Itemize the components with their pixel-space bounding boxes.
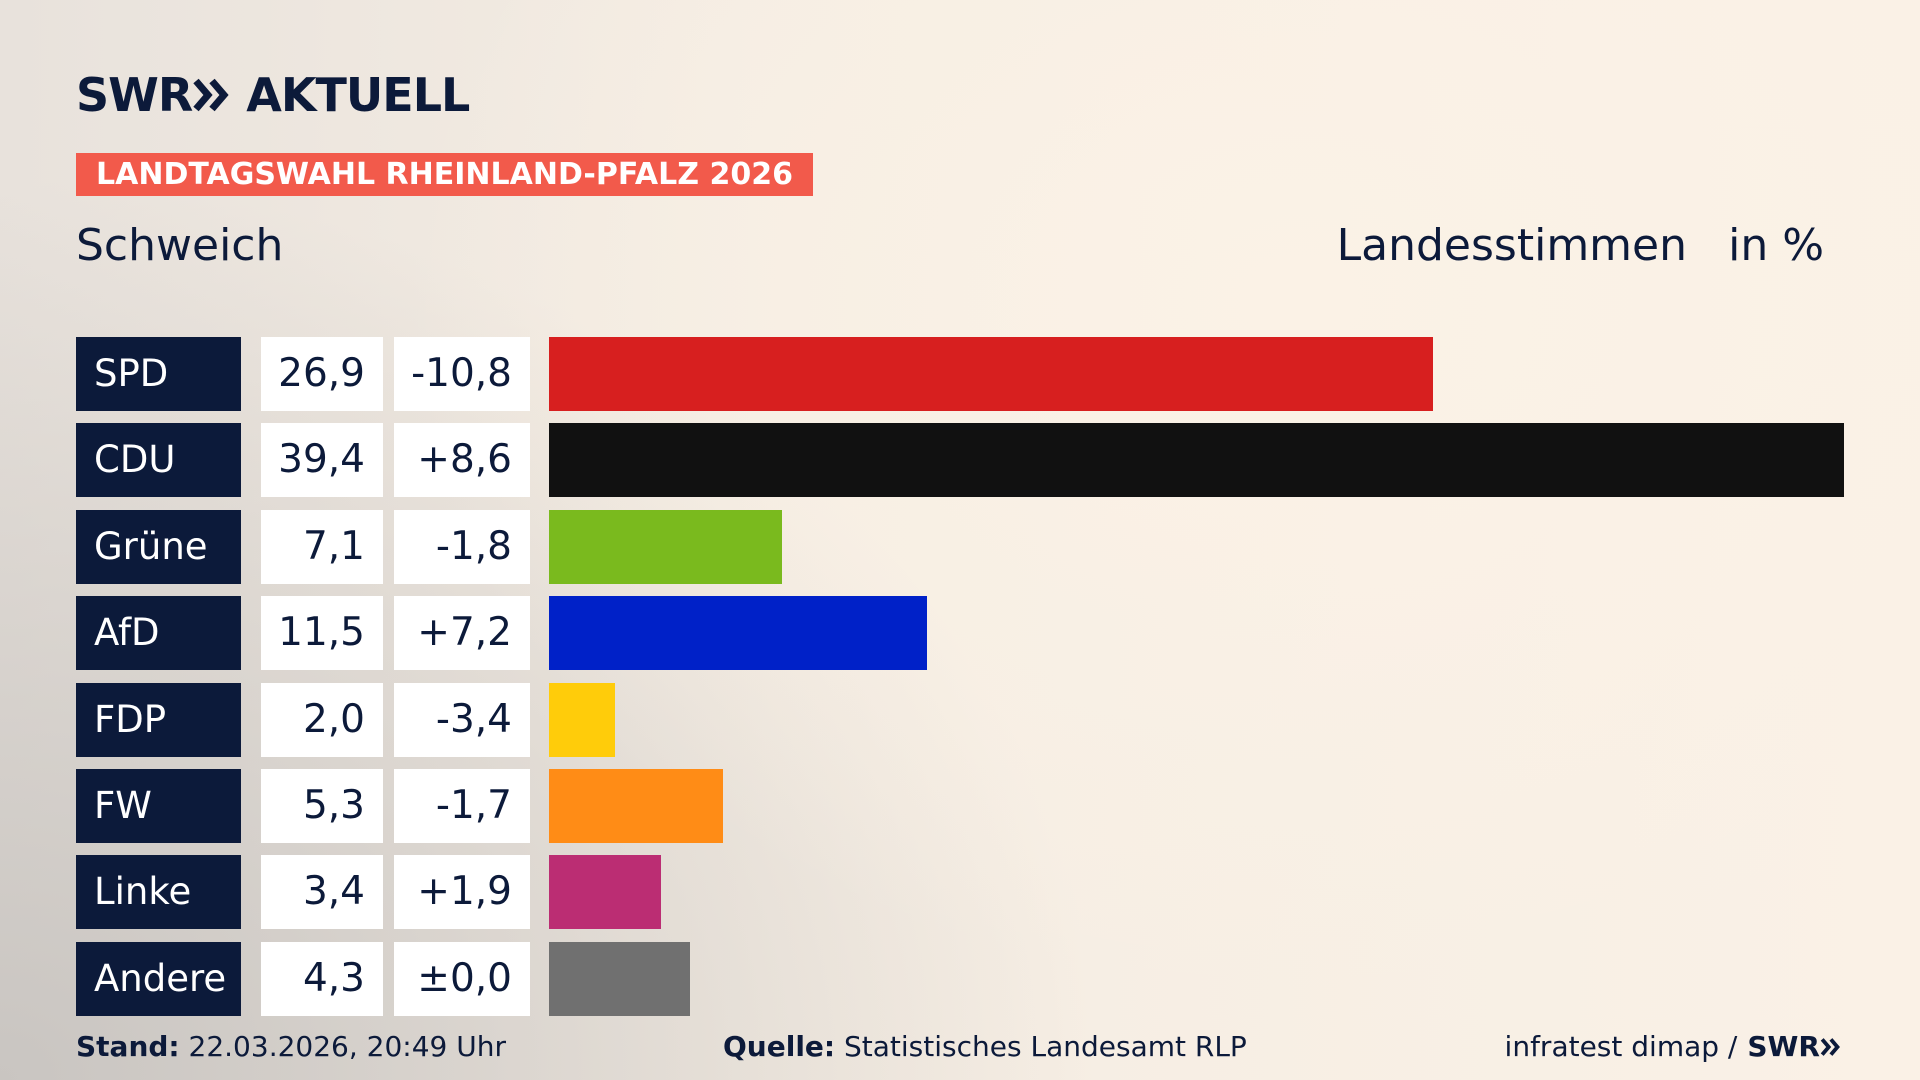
chart-subtitle: Landesstimmen: [1336, 220, 1687, 271]
party-label: CDU: [76, 423, 241, 498]
change-label: +7,2: [394, 596, 530, 671]
party-label: Grüne: [76, 509, 241, 584]
credit: infratest dimap / SWR: [1505, 1030, 1844, 1063]
stand-date: 22.03.2026, 20:49 Uhr: [188, 1030, 506, 1063]
change-label: -10,8: [394, 337, 530, 411]
change-label: -1,7: [394, 769, 530, 843]
value-label: 4,3: [261, 941, 383, 1016]
value-label: 5,3: [261, 769, 383, 843]
bar: [549, 596, 927, 671]
stand-label: Stand:: [76, 1030, 180, 1063]
value-label: 7,1: [261, 509, 383, 584]
party-label: Linke: [76, 855, 241, 930]
bar: [549, 337, 1434, 411]
change-label: +8,6: [394, 423, 530, 498]
bar: [549, 423, 1844, 498]
party-label: SPD: [76, 337, 241, 411]
unit: in %: [1728, 220, 1824, 271]
party-label: FW: [76, 769, 241, 843]
source: Quelle: Statistisches Landesamt RLP: [723, 1030, 1247, 1063]
credit-brand: SWR: [1747, 1030, 1820, 1063]
party-label: FDP: [76, 682, 241, 757]
source-text: Statistisches Landesamt RLP: [844, 1030, 1247, 1063]
credit-text: infratest dimap /: [1504, 1030, 1738, 1063]
bar: [549, 941, 691, 1016]
value-label: 2,0: [261, 682, 383, 757]
bar: [549, 855, 661, 930]
bar: [549, 509, 783, 584]
change-label: +1,9: [394, 855, 530, 930]
logo: SWR AKTUELL: [76, 68, 470, 122]
value-label: 39,4: [261, 423, 383, 498]
bar: [549, 769, 724, 843]
value-label: 3,4: [261, 855, 383, 930]
party-label: AfD: [76, 596, 241, 671]
bar: [549, 682, 615, 757]
change-label: -3,4: [394, 682, 530, 757]
change-label: ±0,0: [394, 941, 530, 1016]
change-label: -1,8: [394, 509, 530, 584]
party-label: Andere: [76, 941, 241, 1016]
source-label: Quelle:: [723, 1030, 836, 1063]
value-label: 11,5: [261, 596, 383, 671]
credit-chevrons: [1820, 1037, 1840, 1056]
value-label: 26,9: [261, 337, 383, 411]
brand: SWR: [76, 68, 193, 122]
tag: LANDTAGSWAHL RHEINLAND-PFALZ 2026: [76, 153, 813, 196]
logo-chevrons: [193, 78, 229, 112]
stand: Stand: 22.03.2026, 20:49 Uhr: [76, 1030, 506, 1063]
chart-title: Schweich: [76, 220, 284, 271]
brand-suffix: AKTUELL: [246, 68, 470, 122]
